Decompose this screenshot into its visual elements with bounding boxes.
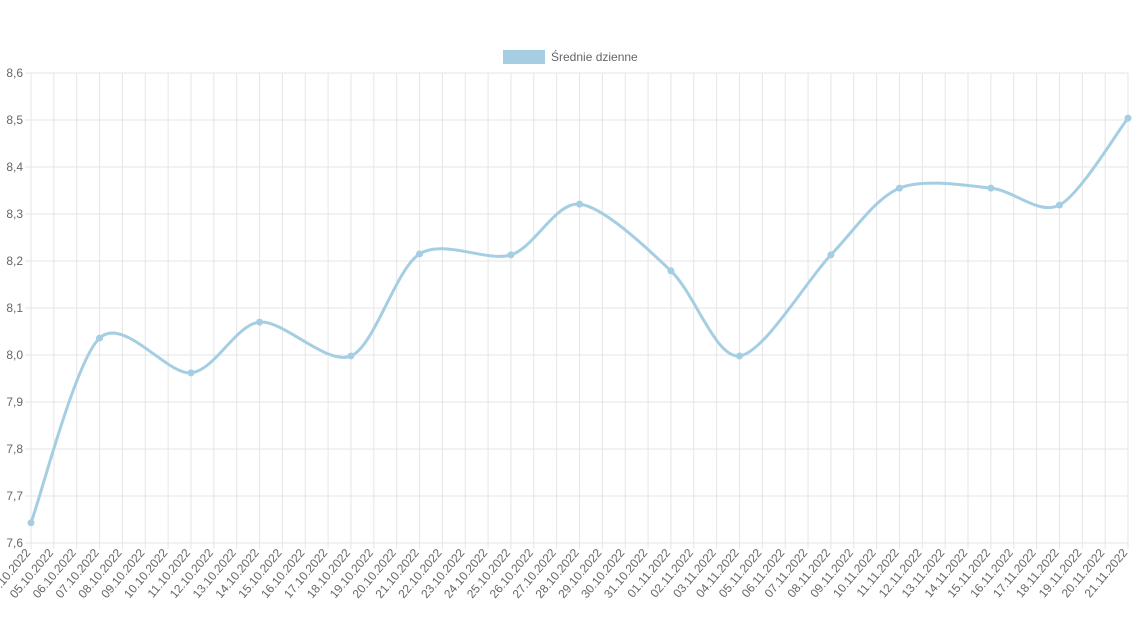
y-tick-label: 8,5 <box>6 113 23 127</box>
y-tick-label: 8,1 <box>6 301 23 315</box>
point <box>1124 114 1132 122</box>
legend-swatch <box>503 50 545 64</box>
point <box>507 251 515 259</box>
point <box>347 352 355 360</box>
point <box>416 250 424 258</box>
point <box>576 200 583 208</box>
point <box>987 184 995 192</box>
y-tick-label: 8,0 <box>6 348 23 362</box>
point <box>187 369 195 377</box>
point <box>735 352 743 360</box>
point <box>27 519 35 527</box>
y-tick-label: 7,9 <box>6 395 23 409</box>
y-tick-label: 7,7 <box>6 489 23 503</box>
y-tick-label: 8,4 <box>6 160 23 174</box>
y-tick-label: 8,3 <box>6 207 23 221</box>
point <box>827 251 835 259</box>
y-tick-label: 8,2 <box>6 254 23 268</box>
point <box>1055 201 1063 209</box>
y-tick-label: 8,6 <box>6 66 23 80</box>
point <box>96 334 104 342</box>
y-tick-label: 7,8 <box>6 442 23 456</box>
legend-label: Średnie dzienne <box>551 49 638 64</box>
point <box>256 318 264 326</box>
y-tick-label: 7,6 <box>6 536 23 550</box>
point <box>895 184 903 192</box>
point <box>667 267 675 275</box>
